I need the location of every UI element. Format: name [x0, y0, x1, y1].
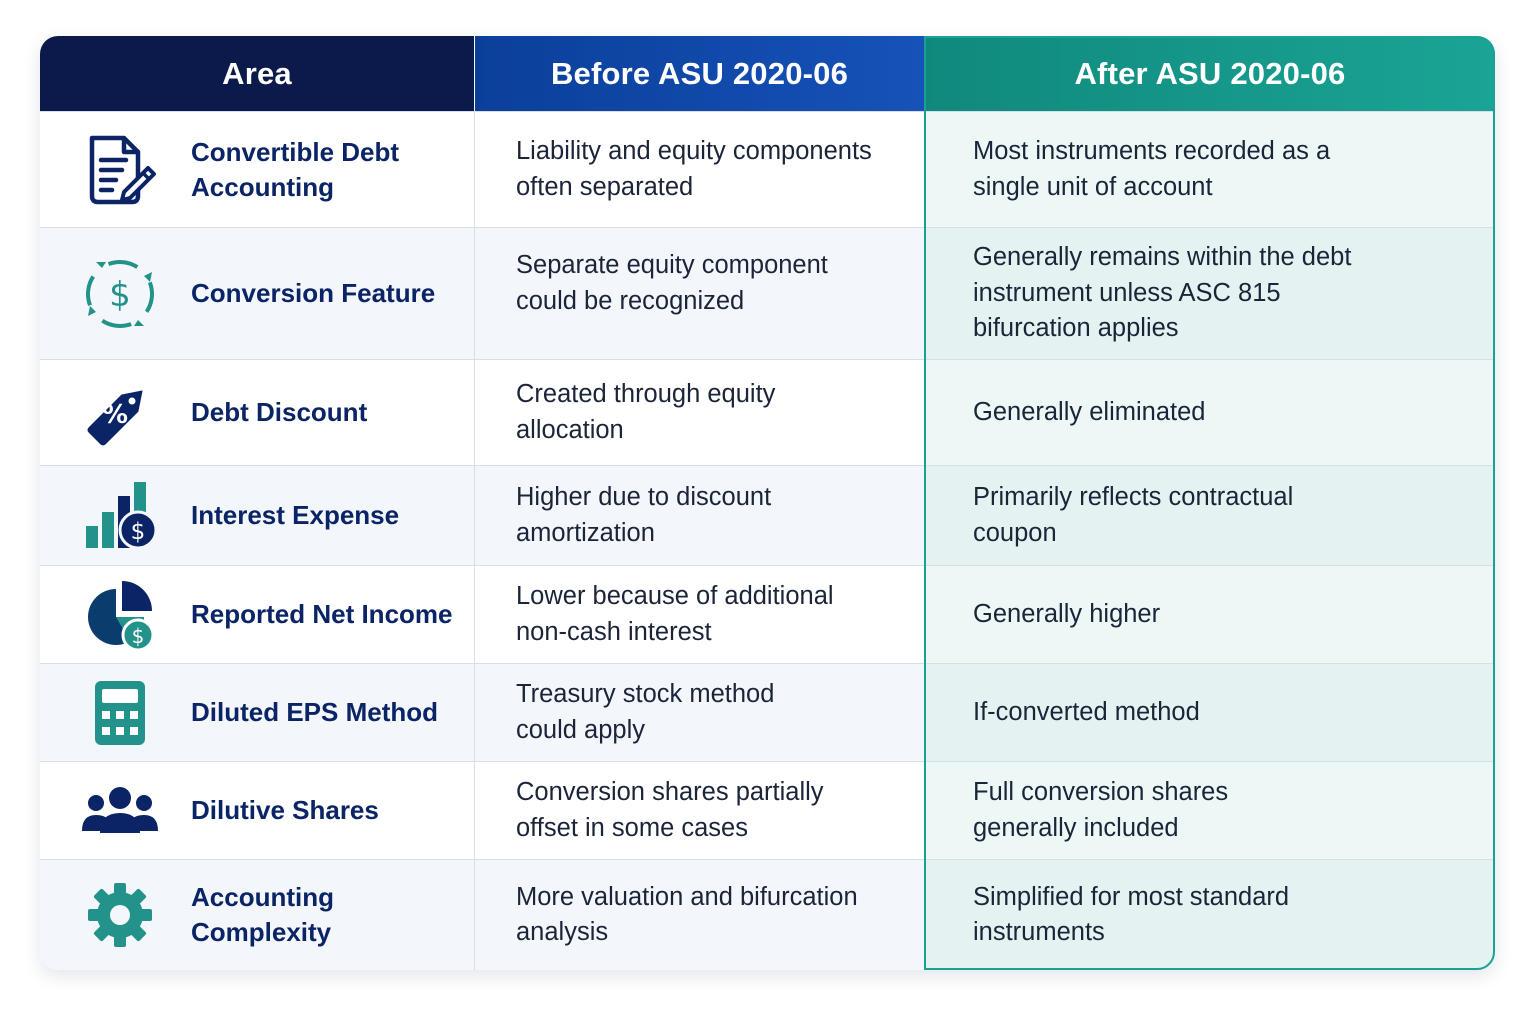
before-text: often separated — [516, 172, 694, 201]
after-text: bifurcation applies — [973, 314, 1179, 343]
before-text: Separate equity component — [516, 251, 828, 279]
before-text: Higher due to discount — [516, 483, 772, 511]
before-text: analysis — [516, 918, 609, 946]
row-convertible-debt-before: Liability and equity components often se… — [474, 111, 924, 227]
after-text: If-converted method — [973, 697, 1200, 726]
after-text: Generally eliminated — [973, 397, 1206, 426]
before-text: amortization — [516, 518, 655, 547]
before-text: Treasury stock method — [516, 680, 775, 708]
after-text: instruments — [973, 918, 1105, 946]
row-debt-discount-after: Generally eliminated — [924, 359, 1495, 465]
bar-chart-dollar-icon: $ — [82, 478, 158, 554]
comparison-table: Area Before ASU 2020-06 After ASU 2020-0… — [40, 36, 1495, 970]
after-text: single unit of account — [973, 172, 1213, 201]
before-text: Created through equity — [516, 380, 776, 408]
row-diluted-eps-area: Diluted EPS Method — [40, 663, 474, 761]
before-text: could be recognized — [516, 286, 745, 315]
after-text: Generally higher — [973, 599, 1161, 628]
row-net-income-area: $ Reported Net Income — [40, 565, 474, 663]
header-area: Area — [40, 36, 474, 111]
area-label: Dilutive Shares — [191, 795, 379, 825]
row-accounting-complexity-area: Accounting Complexity — [40, 859, 474, 970]
svg-text:$: $ — [131, 519, 146, 545]
row-conversion-feature-area: $ Conversion Feature — [40, 227, 474, 359]
area-label: Debt Discount — [191, 397, 368, 427]
area-label: Accounting — [191, 171, 334, 202]
row-debt-discount-area: % Debt Discount — [40, 359, 474, 465]
before-text: could apply — [516, 715, 646, 744]
before-text: non-cash interest — [516, 617, 712, 646]
document-pen-icon — [82, 132, 158, 208]
row-convertible-debt-area: Convertible Debt Accounting — [40, 111, 474, 227]
row-accounting-complexity-after: Simplified for most standard instruments — [924, 859, 1495, 970]
row-diluted-eps-before: Treasury stock method could apply — [474, 663, 924, 761]
row-debt-discount-before: Created through equity allocation — [474, 359, 924, 465]
svg-text:$: $ — [132, 624, 145, 648]
after-text: generally included — [973, 813, 1179, 842]
before-text: Conversion shares partially — [516, 778, 824, 806]
row-interest-expense-area: $ Interest Expense — [40, 465, 474, 565]
before-text: Lower because of additional — [516, 582, 834, 610]
calculator-icon — [82, 675, 158, 751]
after-text: coupon — [973, 518, 1057, 547]
row-dilutive-shares-area: Dilutive Shares — [40, 761, 474, 859]
area-label: Reported Net Income — [191, 599, 453, 629]
after-text: Most instruments recorded as a — [973, 137, 1331, 165]
row-convertible-debt-after: Most instruments recorded as a single un… — [924, 111, 1495, 227]
row-diluted-eps-after: If-converted method — [924, 663, 1495, 761]
header-before: Before ASU 2020-06 — [474, 36, 924, 111]
area-label: Conversion Feature — [191, 278, 436, 308]
dollar-cycle-icon: $ — [82, 256, 158, 332]
pie-chart-dollar-icon: $ — [82, 577, 158, 653]
area-label: Convertible Debt — [191, 136, 400, 167]
people-group-icon — [82, 773, 158, 849]
row-dilutive-shares-before: Conversion shares partially offset in so… — [474, 761, 924, 859]
after-text: Primarily reflects contractual — [973, 483, 1294, 511]
svg-text:%: % — [102, 400, 128, 430]
area-label: Diluted EPS Method — [191, 697, 438, 727]
row-conversion-feature-before: Separate equity component could be recog… — [474, 227, 924, 359]
before-text: offset in some cases — [516, 813, 748, 842]
row-net-income-after: Generally higher — [924, 565, 1495, 663]
row-interest-expense-after: Primarily reflects contractual coupon — [924, 465, 1495, 565]
row-dilutive-shares-after: Full conversion shares generally include… — [924, 761, 1495, 859]
area-label: Interest Expense — [191, 500, 400, 530]
row-interest-expense-before: Higher due to discount amortization — [474, 465, 924, 565]
before-text: Liability and equity components — [516, 137, 872, 165]
row-conversion-feature-after: Generally remains within the debt instru… — [924, 227, 1495, 359]
percent-tag-icon: % — [82, 375, 158, 451]
after-text: instrument unless ASC 815 — [973, 278, 1281, 307]
gear-icon — [82, 877, 158, 953]
before-text: allocation — [516, 415, 624, 444]
before-text: More valuation and bifurcation — [516, 882, 858, 911]
header-after: After ASU 2020-06 — [924, 36, 1495, 111]
svg-text:$: $ — [109, 275, 131, 315]
comparison-grid: Area Before ASU 2020-06 After ASU 2020-0… — [40, 36, 1495, 970]
row-net-income-before: Lower because of additional non-cash int… — [474, 565, 924, 663]
row-accounting-complexity-before: More valuation and bifurcation analysis — [474, 859, 924, 970]
area-label: Accounting Complexity — [191, 882, 334, 947]
after-text: Generally remains within the debt — [973, 243, 1352, 272]
after-text: Full conversion shares — [973, 778, 1229, 806]
after-text: Simplified for most standard — [973, 882, 1290, 911]
